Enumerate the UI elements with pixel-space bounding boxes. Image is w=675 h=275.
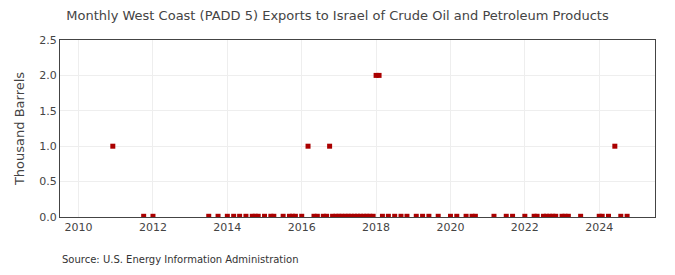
svg-text:0.0: 0.0 [39, 211, 57, 224]
svg-text:Source: U.S. Energy Informatio: Source: U.S. Energy Information Administ… [62, 254, 299, 265]
svg-text:0.5: 0.5 [39, 175, 57, 188]
svg-text:2020: 2020 [436, 221, 464, 234]
svg-text:Monthly West Coast (PADD 5) Ex: Monthly West Coast (PADD 5) Exports to I… [66, 8, 609, 23]
svg-text:1.5: 1.5 [39, 105, 57, 118]
svg-text:1.0: 1.0 [39, 140, 57, 153]
svg-text:2024: 2024 [585, 221, 613, 234]
svg-text:2022: 2022 [511, 221, 539, 234]
svg-text:2010: 2010 [65, 221, 93, 234]
svg-text:2.5: 2.5 [39, 34, 57, 47]
svg-text:2018: 2018 [362, 221, 390, 234]
svg-text:2014: 2014 [213, 221, 241, 234]
svg-text:2016: 2016 [288, 221, 316, 234]
svg-text:2012: 2012 [139, 221, 167, 234]
svg-text:Thousand Barrels: Thousand Barrels [12, 72, 27, 186]
svg-text:2.0: 2.0 [39, 69, 57, 82]
